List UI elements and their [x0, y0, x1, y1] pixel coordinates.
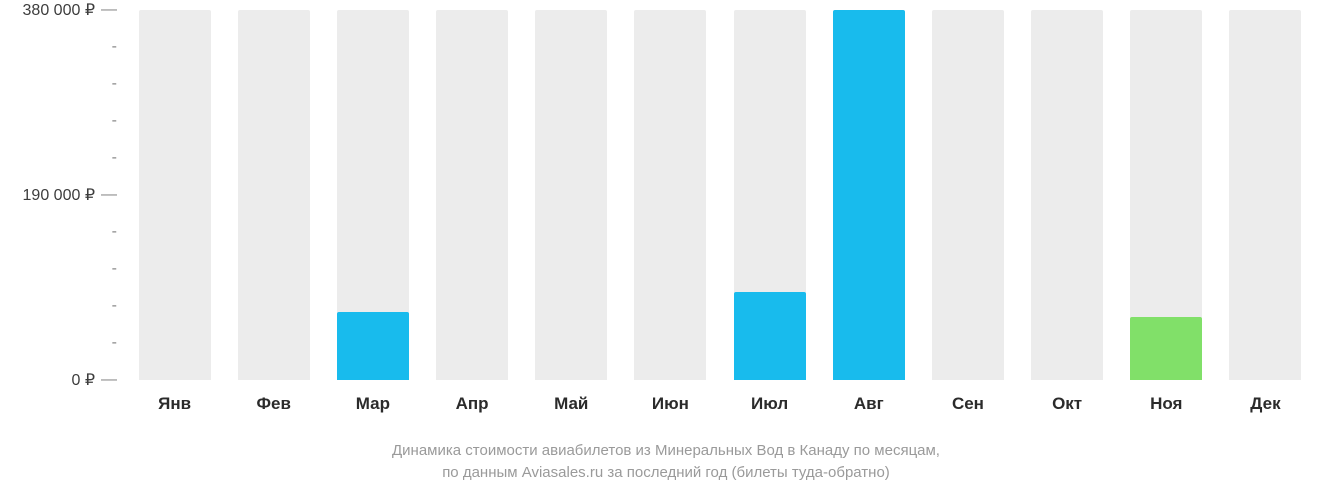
bar-background: [932, 10, 1004, 380]
y-minor-tick: -: [112, 149, 117, 167]
y-minor-tick: -: [112, 260, 117, 278]
chart-caption-line2: по данным Aviasales.ru за последний год …: [0, 462, 1332, 485]
y-minor-tick: -: [112, 75, 117, 93]
bar-background: [1229, 10, 1301, 380]
bar-background: [139, 10, 211, 380]
x-label-Июн: Июн: [652, 394, 689, 414]
x-label-Апр: Апр: [456, 394, 489, 414]
chart-caption-line1: Динамика стоимости авиабилетов из Минера…: [0, 440, 1332, 463]
y-minor-tick: -: [112, 112, 117, 130]
plot-area: [125, 10, 1315, 380]
bar-Авг[interactable]: [833, 10, 905, 380]
x-label-Авг: Авг: [854, 394, 884, 414]
y-tick-label: 190 000 ₽—: [23, 185, 117, 205]
bar-background: [1031, 10, 1103, 380]
y-tick-label: 380 000 ₽—: [23, 0, 117, 20]
x-axis: Янв Фев Мар Апр Май Июн Июл Авг Сен Окт Ноя Дек: [125, 390, 1315, 420]
x-label-Сен: Сен: [952, 394, 984, 414]
y-minor-tick: -: [112, 38, 117, 56]
bar-background: [436, 10, 508, 380]
x-label-Ноя: Ноя: [1150, 394, 1182, 414]
x-label-Янв: Янв: [158, 394, 191, 414]
bar-background: [535, 10, 607, 380]
x-label-Мар: Мар: [356, 394, 390, 414]
x-label-Дек: Дек: [1250, 394, 1280, 414]
y-tick-label: 0 ₽—: [71, 370, 117, 390]
y-minor-tick: -: [112, 297, 117, 315]
bar-Мар[interactable]: [337, 312, 409, 380]
bar-background: [238, 10, 310, 380]
x-label-Май: Май: [554, 394, 588, 414]
bar-Ноя[interactable]: [1130, 317, 1202, 380]
x-label-Фев: Фев: [257, 394, 291, 414]
x-label-Июл: Июл: [751, 394, 788, 414]
price-by-month-chart: 0 ₽— 190 000 ₽— 380 000 ₽— - - - - - - - - Янв Фев М…: [0, 0, 1332, 502]
y-minor-tick: -: [112, 334, 117, 352]
bar-Июл[interactable]: [734, 292, 806, 380]
x-label-Окт: Окт: [1052, 394, 1082, 414]
y-axis: 0 ₽—190 000 ₽—380 000 ₽—--------: [0, 10, 125, 380]
y-minor-tick: -: [112, 223, 117, 241]
bar-background: [634, 10, 706, 380]
